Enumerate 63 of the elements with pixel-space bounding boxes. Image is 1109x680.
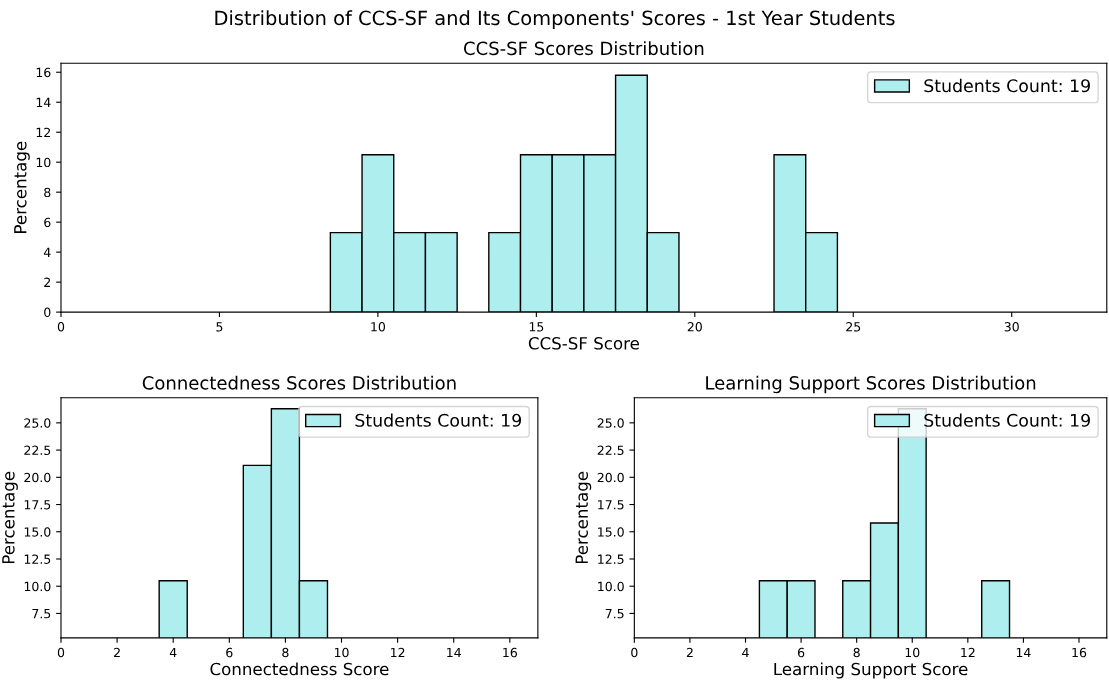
y-axis-title: Percentage (575, 471, 592, 564)
y-tick-label: 17.5 (598, 500, 624, 510)
chart-subtitle: CCS-SF Scores Distribution (463, 41, 704, 56)
x-axis-title: Learning Support Score (774, 662, 968, 679)
x-tick-label: 10 (371, 322, 386, 332)
x-tick-label: 2 (114, 647, 120, 658)
x-tick-label: 0 (57, 647, 65, 658)
y-tick-label: 8 (44, 187, 51, 198)
x-tick-label: 6 (797, 647, 805, 658)
x-tick-label: 5 (216, 322, 223, 332)
y-tick-label: 7.5 (605, 609, 624, 619)
y-tick-label: 12 (36, 127, 51, 137)
y-tick-label: 4 (43, 247, 51, 257)
x-axis-title: CCS-SF Score (528, 337, 639, 350)
y-tick-label: 14 (36, 97, 51, 107)
x-tick-label: 4 (742, 647, 749, 658)
y-tick-label: 7.5 (32, 609, 51, 619)
x-tick-label: 6 (226, 647, 233, 658)
x-tick-label: 8 (282, 647, 289, 658)
x-tick-label: 10 (905, 647, 920, 658)
x-tick-label: 10 (334, 647, 349, 658)
legend-label: Students Count: 19 (924, 413, 1090, 427)
chart-title: Connectedness Scores Distribution (142, 375, 456, 390)
legend-label: Students Count: 19 (355, 413, 522, 427)
y-tick-label: 25.0 (597, 418, 624, 428)
x-tick-label: 2 (686, 647, 693, 658)
x-tick-label: 16 (503, 647, 517, 658)
y-tick-label: 22.5 (597, 445, 624, 455)
y-tick-label: 12.5 (24, 554, 51, 564)
chart-title: Distribution of CCS-SF and Its Components' Scores - 1st Year Students (215, 10, 895, 30)
y-axis-title: Percentage (2, 471, 18, 564)
y-tick-label: 12.5 (598, 554, 624, 564)
y-tick-label: 25.0 (24, 418, 51, 428)
x-tick-label: 14 (447, 647, 461, 658)
x-tick-label: 0 (631, 647, 638, 658)
y-tick-label: 20.0 (24, 472, 51, 483)
y-tick-label: 16 (36, 67, 51, 78)
y-tick-label: 22.5 (24, 445, 51, 455)
x-tick-label: 20 (687, 322, 702, 332)
y-tick-label: 10.0 (24, 581, 51, 592)
y-tick-label: 20.0 (597, 472, 624, 483)
y-tick-label: 17.5 (24, 500, 51, 510)
x-tick-label: 14 (1016, 647, 1031, 658)
y-tick-label: 0 (44, 307, 51, 318)
legend-label: Students Count: 19 (924, 78, 1090, 93)
x-tick-label: 12 (961, 647, 975, 658)
y-tick-label: 10 (36, 157, 51, 168)
y-tick-label: 2 (44, 277, 51, 287)
x-tick-label: 0 (57, 322, 65, 332)
y-axis-title: Percentage (14, 141, 30, 233)
x-tick-label: 25 (846, 322, 861, 332)
x-tick-label: 12 (391, 647, 405, 658)
y-tick-label: 10.0 (598, 581, 624, 592)
x-axis-title: Connectedness Score (210, 662, 389, 676)
y-tick-label: 6 (44, 217, 51, 228)
y-tick-label: 15.0 (598, 527, 624, 537)
x-tick-label: 8 (853, 647, 860, 658)
x-tick-label: 30 (1004, 322, 1019, 332)
x-tick-label: 15 (529, 322, 544, 332)
x-tick-label: 16 (1072, 647, 1087, 658)
y-tick-label: 15.0 (24, 527, 51, 537)
x-tick-label: 4 (169, 647, 177, 658)
chart-title: Learning Support Scores Distribution (706, 375, 1036, 394)
